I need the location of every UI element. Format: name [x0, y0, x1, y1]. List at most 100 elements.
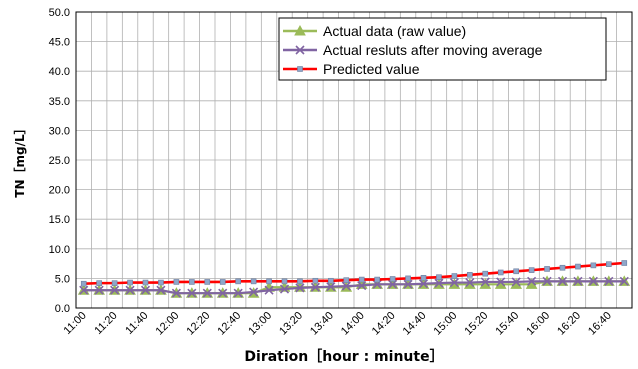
- data-point: [588, 276, 598, 286]
- legend: Actual data (raw value) Actual resluts af…: [278, 17, 607, 81]
- x-tick-label: 16:40: [586, 310, 614, 338]
- x-tick-label: 11:20: [92, 310, 119, 337]
- y-axis-title: TN［mg/L］: [12, 122, 27, 197]
- data-point: [111, 280, 118, 286]
- x-tick-label: 13:20: [277, 310, 305, 338]
- x-tick-label: 14:40: [401, 310, 429, 338]
- data-point: [127, 279, 133, 286]
- x-tick-label: 15:00: [432, 310, 460, 338]
- data-point: [295, 283, 305, 293]
- data-point: [606, 261, 612, 267]
- plot-area-frame: [75, 11, 633, 309]
- data-point: [418, 279, 429, 289]
- y-tick-label: 45.0: [49, 37, 70, 49]
- data-point: [341, 281, 351, 291]
- data-point: [79, 285, 89, 295]
- data-point: [312, 277, 319, 284]
- y-tick-label: 10.0: [49, 244, 70, 256]
- x-tick-label: 14:00: [339, 310, 367, 338]
- data-point: [482, 270, 489, 277]
- data-point: [189, 279, 195, 285]
- x-axis-tick-labels: 11:00 11:20 11:40 12:00 12:20 12:40 13:00 13:20…: [61, 310, 613, 338]
- series-layer: [77, 260, 631, 298]
- data-point: [310, 282, 320, 292]
- data-point: [511, 277, 521, 287]
- legend-label: Actual resluts after moving average: [323, 42, 543, 58]
- x-tick-label: 15:20: [462, 310, 490, 338]
- data-point: [281, 278, 288, 285]
- data-point: [590, 262, 597, 269]
- x-tick-label: 11:40: [123, 310, 150, 337]
- data-point: [173, 279, 180, 285]
- data-point: [235, 278, 241, 285]
- data-point: [451, 273, 458, 279]
- y-tick-label: 50.0: [49, 7, 70, 19]
- legend-box: [278, 17, 607, 81]
- data-point: [204, 279, 211, 285]
- y-axis-tick-labels: 0.0 5.0 10.0 15.0 20.0 25.0 30.0 35.0 40.0 45.0 50…: [49, 7, 70, 315]
- data-point: [125, 285, 135, 295]
- data-point: [357, 280, 367, 291]
- x-tick-label: 13:00: [246, 310, 274, 338]
- data-point: [279, 284, 290, 294]
- data-point: [374, 276, 380, 283]
- x-tick-label: 15:40: [493, 310, 521, 338]
- legend-label: Predicted value: [323, 61, 420, 77]
- data-point: [96, 280, 102, 286]
- data-point: [405, 275, 411, 282]
- data-point: [358, 276, 365, 283]
- data-point: [467, 272, 473, 278]
- data-point: [219, 279, 226, 285]
- data-point: [604, 276, 614, 286]
- data-point: [171, 288, 181, 298]
- data-point: [156, 285, 166, 295]
- data-point: [158, 279, 164, 286]
- y-tick-label: 40.0: [49, 66, 70, 78]
- data-point: [496, 277, 506, 287]
- legend-marker: [297, 66, 303, 72]
- data-point: [142, 279, 149, 286]
- data-point: [573, 276, 583, 286]
- data-point: [249, 287, 259, 297]
- data-point: [434, 278, 444, 288]
- series-line: [83, 280, 625, 295]
- data-point: [403, 279, 413, 289]
- data-point: [544, 266, 550, 272]
- data-point: [110, 285, 120, 295]
- data-point: [328, 277, 334, 284]
- y-tick-label: 30.0: [49, 125, 70, 137]
- data-point: [233, 288, 243, 298]
- data-point: [528, 267, 535, 273]
- data-point: [420, 275, 427, 281]
- data-point: [80, 280, 87, 287]
- data-point: [513, 268, 519, 275]
- x-axis-title: Diration［hour : minute］: [244, 348, 443, 365]
- data-point: [343, 277, 350, 283]
- y-tick-label: 0.0: [55, 303, 70, 315]
- x-tick-label: 12:00: [154, 310, 182, 338]
- data-point: [202, 288, 212, 298]
- x-tick-label: 12:40: [215, 310, 243, 338]
- legend-item: Actual data (raw value): [283, 23, 466, 39]
- legend-label: Actual data (raw value): [323, 23, 466, 39]
- data-point: [449, 277, 459, 288]
- x-tick-label: 16:20: [555, 310, 583, 338]
- x-tick-label: 13:40: [308, 310, 336, 338]
- data-point: [619, 276, 629, 286]
- data-point: [94, 285, 104, 295]
- legend-item: Predicted value: [283, 61, 420, 77]
- data-point: [621, 260, 628, 266]
- data-point: [140, 285, 151, 295]
- x-tick-label: 12:20: [184, 310, 212, 338]
- data-point: [527, 276, 537, 286]
- y-tick-label: 25.0: [49, 155, 70, 167]
- legend-item: Actual resluts after moving average: [283, 42, 543, 58]
- x-tick-label: 14:20: [370, 310, 398, 338]
- series-3: [80, 260, 628, 287]
- data-point: [297, 278, 303, 285]
- data-point: [436, 274, 442, 281]
- data-point: [250, 278, 257, 285]
- data-point: [557, 276, 568, 286]
- data-point: [389, 276, 396, 282]
- x-tick-label: 16:00: [524, 310, 552, 338]
